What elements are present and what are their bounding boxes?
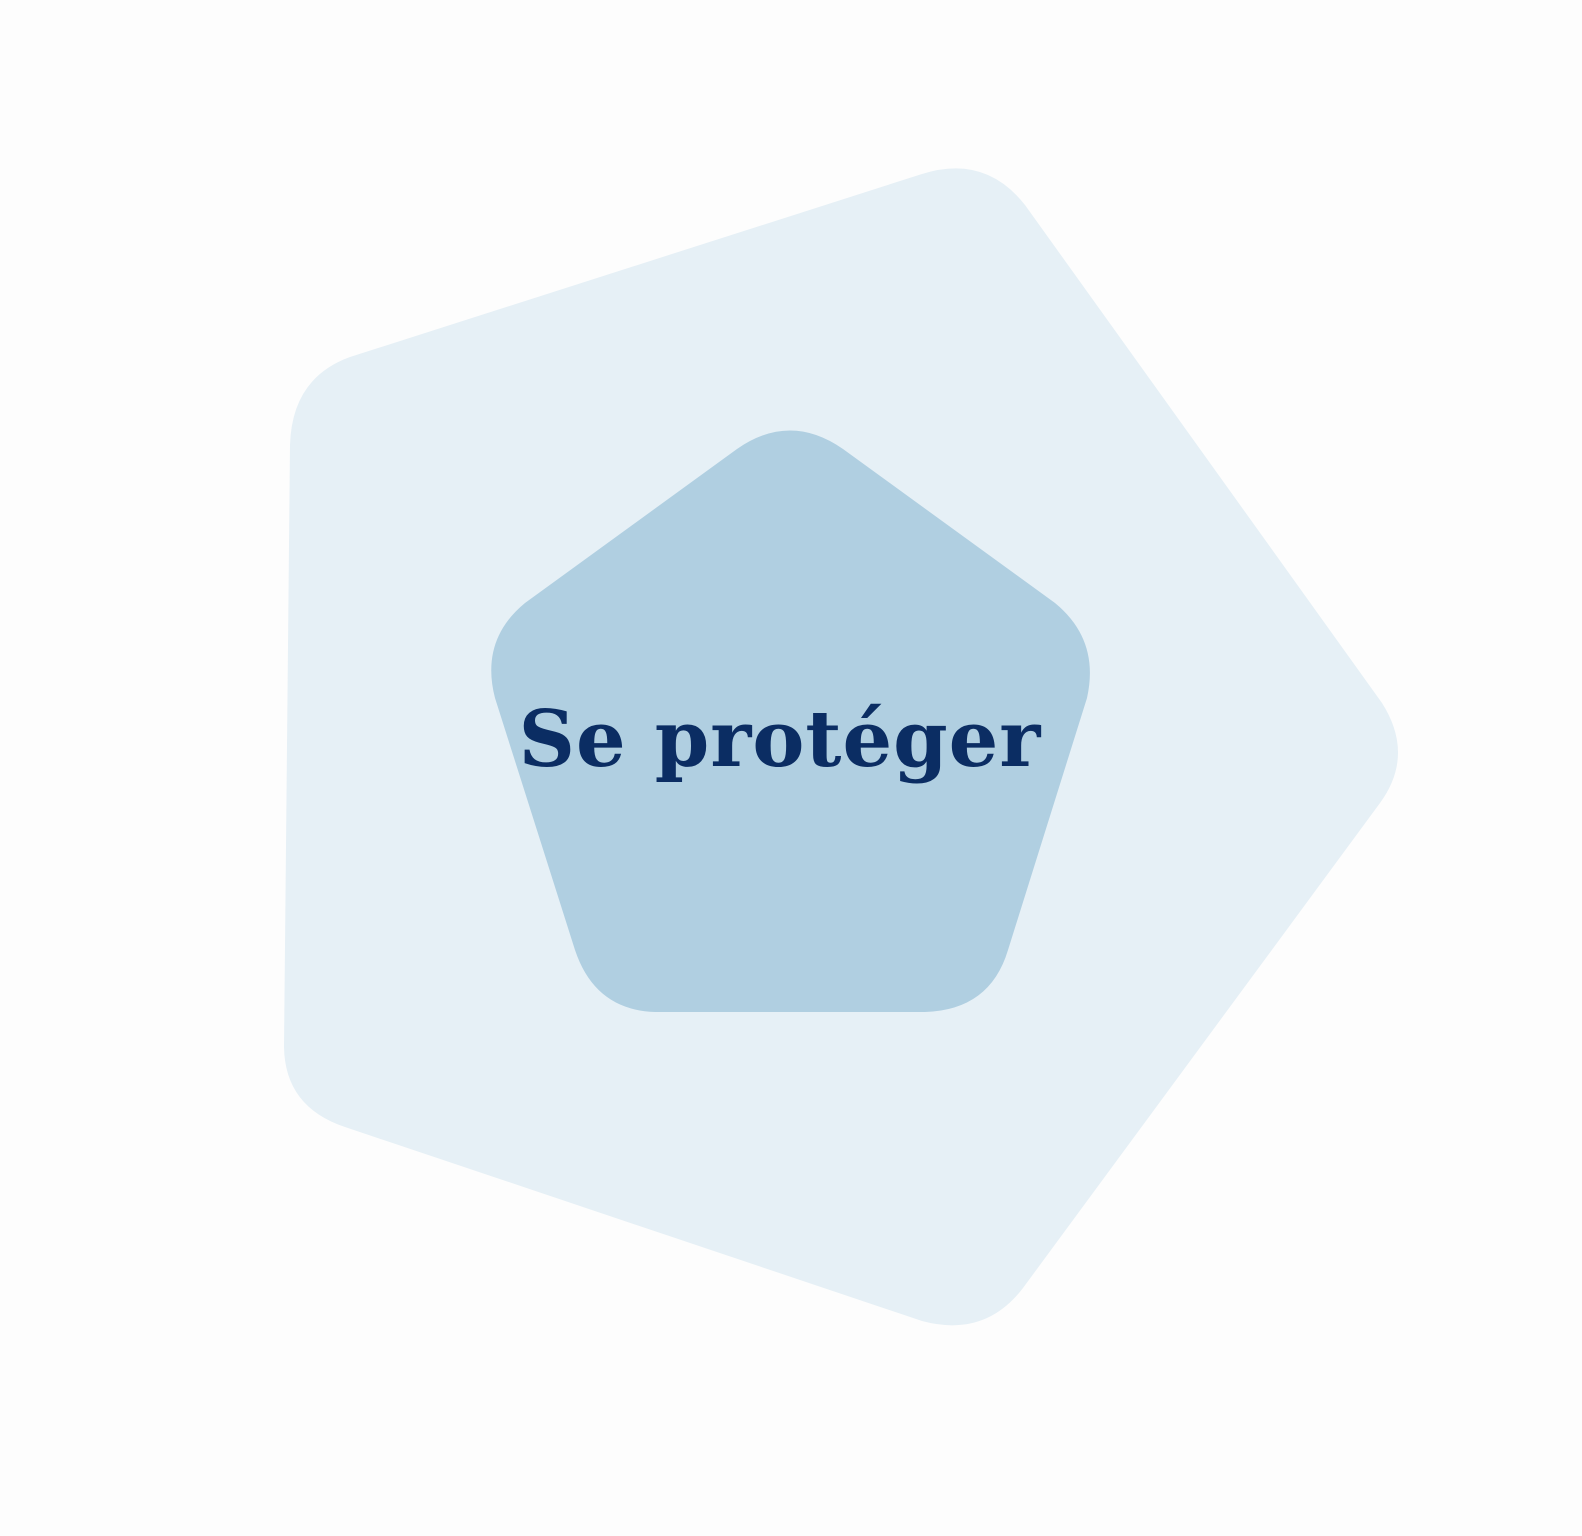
title-text: Se protéger bbox=[480, 690, 1080, 790]
